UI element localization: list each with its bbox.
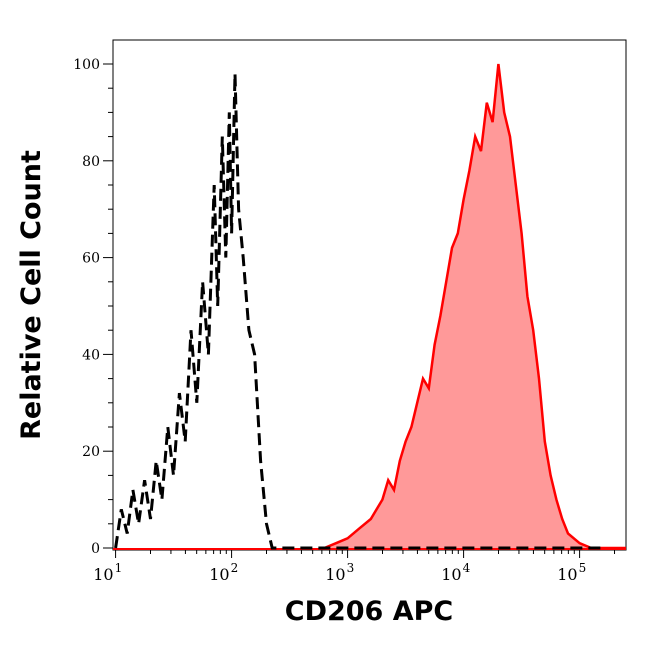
x-tick-label: 10 xyxy=(441,565,461,584)
x-tick-exponent: 3 xyxy=(347,561,355,575)
x-tick-label: 10 xyxy=(209,565,229,584)
x-tick-label: 10 xyxy=(325,565,345,584)
x-tick-label: 10 xyxy=(93,565,113,584)
y-tick-label: 0 xyxy=(91,541,100,557)
x-tick-exponent: 5 xyxy=(579,561,587,575)
y-tick-label: 60 xyxy=(82,251,100,267)
y-axis-label: Relative Cell Count xyxy=(16,150,47,440)
y-tick-label: 40 xyxy=(82,347,100,363)
y-tick-label: 100 xyxy=(73,57,100,73)
y-tick-label: 80 xyxy=(82,154,100,170)
y-tick-label: 20 xyxy=(82,444,100,460)
x-axis-label: CD206 APC xyxy=(285,596,454,627)
x-tick-label: 10 xyxy=(557,565,577,584)
x-tick-exponent: 2 xyxy=(231,561,239,575)
x-tick-exponent: 4 xyxy=(463,561,471,575)
x-tick-exponent: 1 xyxy=(115,561,123,575)
